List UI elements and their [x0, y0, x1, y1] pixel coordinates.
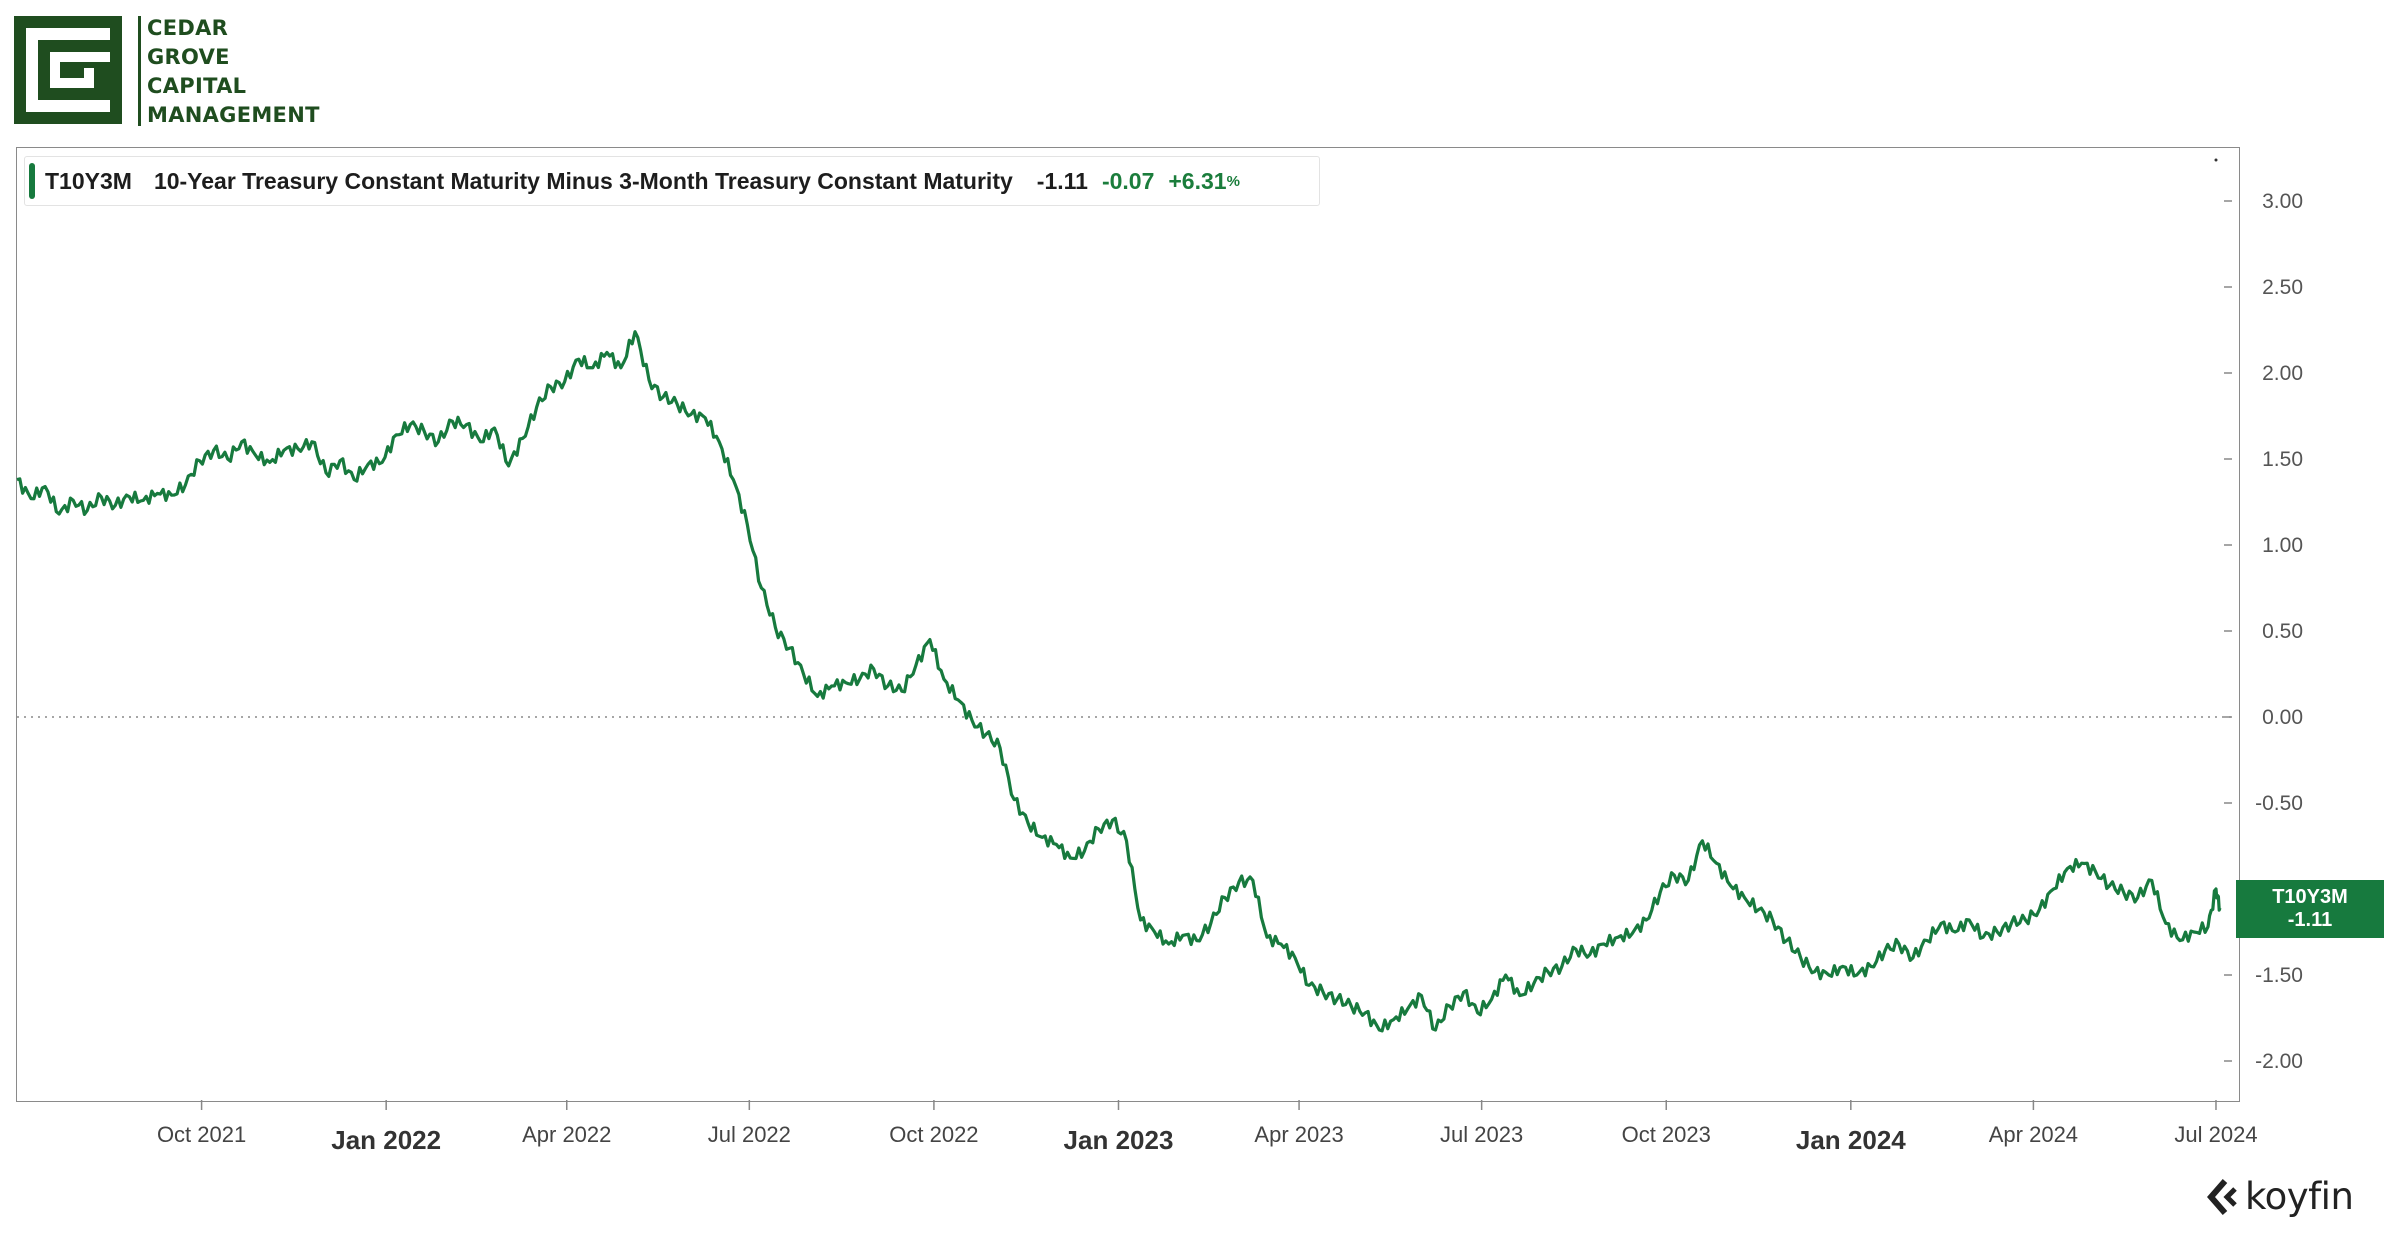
koyfin-wordmark: koyfin — [2245, 1175, 2354, 1218]
y-tick-label: -1.50 — [2255, 964, 2303, 987]
brand-name-line: GROVE — [147, 45, 230, 69]
x-tick-label: Oct 2022 — [889, 1122, 978, 1147]
price-tag-value: -1.11 — [2287, 909, 2333, 931]
y-tick-label: -2.00 — [2255, 1050, 2303, 1073]
y-tick-label: 1.00 — [2262, 534, 2303, 557]
chart-legend[interactable]: T10Y3M 10-Year Treasury Constant Maturit… — [24, 156, 1320, 206]
last-price-tag: T10Y3M -1.11 — [2236, 880, 2384, 938]
chart-frame — [16, 147, 2240, 1102]
brand-name-line: CAPITAL — [147, 74, 247, 98]
x-tick-label: Oct 2021 — [157, 1122, 246, 1147]
x-axis: Oct 2021 Jan 2022 Apr 2022 Jul 2022 Oct 2022… — [157, 1100, 2258, 1155]
legend-title: 10-Year Treasury Constant Maturity Minus… — [153, 167, 1013, 194]
y-tick-label: 0.50 — [2262, 620, 2303, 643]
brand-name-line: MANAGEMENT — [147, 103, 320, 127]
brand-logo-icon — [14, 16, 122, 124]
koyfin-logo-icon — [2207, 1178, 2237, 1215]
y-axis: 3.00 2.50 2.00 1.50 1.00 0.50 0.00 -0.50 -1.50 -2… — [2224, 190, 2303, 1073]
brand-name-line: CEDAR — [147, 16, 229, 40]
brand-divider — [138, 16, 141, 126]
x-tick-label: Apr 2022 — [522, 1122, 611, 1147]
koyfin-watermark: koyfin — [2205, 1175, 2354, 1218]
y-tick-label: 0.00 — [2262, 706, 2303, 729]
x-tick-label: Jan 2023 — [1064, 1125, 1174, 1155]
legend-ticker: T10Y3M — [45, 167, 132, 194]
x-tick-label: Jan 2022 — [331, 1125, 441, 1155]
x-tick-label: Apr 2024 — [1989, 1122, 2078, 1147]
legend-percent-sign: % — [1226, 172, 1240, 190]
legend-color-marker — [29, 163, 35, 199]
series-line-t10y3m[interactable] — [16, 330, 2222, 1033]
price-tag-ticker: T10Y3M — [2272, 886, 2348, 908]
corner-dot — [2214, 158, 2218, 162]
x-tick-label: Apr 2023 — [1254, 1122, 1343, 1147]
y-tick-label: -0.50 — [2255, 792, 2303, 815]
legend-change: -0.07 — [1101, 167, 1155, 194]
legend-last-value: -1.11 — [1036, 167, 1088, 194]
x-tick-label: Jan 2024 — [1796, 1125, 1906, 1155]
brand-name: CEDAR GROVE CAPITAL MANAGEMENT — [147, 14, 320, 130]
legend-change-percent: +6.31 — [1168, 167, 1227, 194]
x-tick-label: Jul 2024 — [2174, 1122, 2257, 1147]
x-tick-label: Jul 2022 — [708, 1122, 791, 1147]
y-tick-label: 2.00 — [2262, 362, 2303, 385]
x-tick-label: Jul 2023 — [1440, 1122, 1523, 1147]
y-tick-label: 1.50 — [2262, 448, 2303, 471]
y-tick-label: 3.00 — [2262, 190, 2303, 213]
y-tick-label: 2.50 — [2262, 276, 2303, 299]
x-tick-label: Oct 2023 — [1622, 1122, 1711, 1147]
